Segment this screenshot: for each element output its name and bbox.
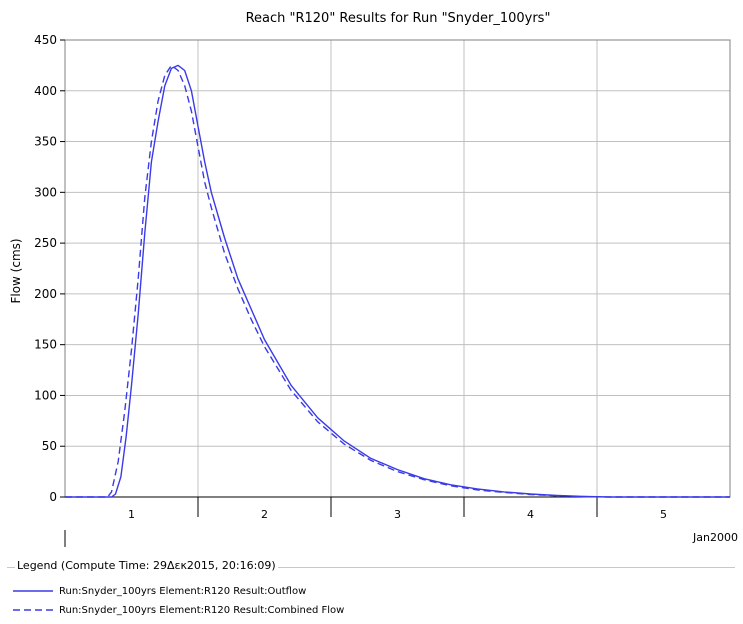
y-tick-label: 50: [42, 439, 57, 453]
chart-title: Reach "R120" Results for Run "Snyder_100…: [246, 11, 551, 26]
y-axis-label: Flow (cms): [9, 238, 23, 303]
legend-label-outflow: Run:Snyder_100yrs Element:R120 Result:Ou…: [59, 585, 307, 597]
x-tick-label: 2: [261, 508, 268, 521]
x-tick-label: 5: [660, 508, 667, 521]
dashed-line-swatch-icon: [13, 609, 53, 611]
x-axis: 1 2 3 4 5: [64, 496, 730, 547]
y-tick-label: 250: [34, 236, 57, 250]
plot-area: [64, 39, 731, 498]
flow-hydrograph-chart: Reach "R120" Results for Run "Snyder_100…: [9, 11, 738, 547]
y-axis: 0 50 100 150 200 250 300 350 400 450: [34, 33, 65, 504]
legend-item-outflow: Run:Snyder_100yrs Element:R120 Result:Ou…: [13, 583, 306, 599]
y-tick-label: 350: [34, 135, 57, 149]
x-tick-label: 4: [527, 508, 534, 521]
y-tick-label: 0: [49, 490, 57, 504]
x-tick-label: 3: [394, 508, 401, 521]
legend-title: Legend (Compute Time: 29Δεκ2015, 20:16:0…: [15, 559, 278, 572]
series-line-combined-flow: [65, 64, 730, 498]
y-tick-label: 300: [34, 185, 57, 199]
legend: Legend (Compute Time: 29Δεκ2015, 20:16:0…: [7, 559, 735, 620]
solid-line-swatch-icon: [13, 590, 53, 592]
legend-label-combined-flow: Run:Snyder_100yrs Element:R120 Result:Co…: [59, 604, 345, 616]
legend-item-combined-flow: Run:Snyder_100yrs Element:R120 Result:Co…: [13, 602, 344, 618]
x-period-label: Jan2000: [692, 531, 738, 544]
y-tick-label: 400: [34, 84, 57, 98]
x-tick-label: 1: [128, 508, 135, 521]
series-line-outflow: [65, 64, 730, 498]
y-tick-label: 150: [34, 338, 57, 352]
y-tick-label: 100: [34, 388, 57, 402]
y-tick-label: 200: [34, 287, 57, 301]
grid: [65, 40, 730, 497]
y-tick-label: 450: [34, 33, 57, 47]
series-layer: [65, 64, 730, 498]
